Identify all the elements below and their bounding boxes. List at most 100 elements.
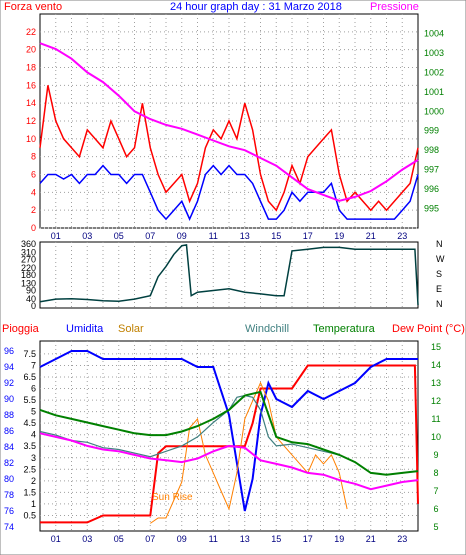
rain-tick-label: 3.5 bbox=[23, 441, 36, 451]
wind-tick-label: 18 bbox=[26, 63, 36, 73]
pressure-tick-label: 1001 bbox=[424, 87, 444, 97]
direction-tick-label: 40 bbox=[26, 294, 36, 304]
x-tick-label: 21 bbox=[366, 534, 376, 544]
rain-tick-label: 5 bbox=[31, 407, 36, 417]
direction-panel-grid bbox=[55, 242, 403, 308]
legend-humidity: Umidita bbox=[66, 323, 104, 335]
compass-label: S bbox=[436, 269, 442, 279]
x-tick-label: 05 bbox=[114, 534, 124, 544]
wind-tick-label: 0 bbox=[31, 223, 36, 233]
direction-tick-label: 360 bbox=[21, 239, 36, 249]
legend-windchill: Windchill bbox=[245, 323, 289, 335]
legend-temperature: Temperatura bbox=[313, 323, 376, 335]
rain-tick-label: 3 bbox=[31, 453, 36, 463]
humidity-tick-label: 86 bbox=[4, 426, 14, 436]
pressure-tick-label: 1004 bbox=[424, 28, 444, 38]
temp-tick-label: 12 bbox=[431, 396, 441, 406]
x-tick-label: 23 bbox=[397, 534, 407, 544]
temp-tick-label: 13 bbox=[431, 378, 441, 388]
humidity-tick-label: 80 bbox=[4, 474, 14, 484]
legend-solar: Solar bbox=[118, 323, 144, 335]
series-line bbox=[39, 244, 419, 306]
x-tick-label: 15 bbox=[271, 231, 281, 241]
direction-tick-label: 0 bbox=[31, 301, 36, 311]
pressure-axis-title: Pressione bbox=[370, 1, 419, 13]
temp-tick-label: 15 bbox=[431, 342, 441, 352]
x-tick-label: 13 bbox=[240, 534, 250, 544]
pressure-tick-label: 998 bbox=[424, 145, 439, 155]
x-tick-label: 23 bbox=[397, 231, 407, 241]
wind-panel-series bbox=[39, 42, 419, 221]
chart-title: 24 hour graph day : 31 Marzo 2018 bbox=[170, 1, 342, 13]
temp-tick-label: 10 bbox=[431, 432, 441, 442]
temp-tick-label: 6 bbox=[433, 504, 438, 514]
humidity-tick-label: 90 bbox=[4, 394, 14, 404]
x-tick-label: 19 bbox=[334, 231, 344, 241]
x-tick-label: 15 bbox=[271, 534, 281, 544]
direction-tick-label: 130 bbox=[21, 279, 36, 289]
compass-label: W bbox=[436, 254, 445, 264]
rain-tick-label: 1 bbox=[31, 499, 36, 509]
rain-tick-label: 7 bbox=[31, 360, 36, 370]
direction-panel-series bbox=[39, 244, 419, 306]
direction-tick-label: 270 bbox=[21, 255, 36, 265]
wind-tick-label: 12 bbox=[26, 116, 36, 126]
rain-tick-label: 1.5 bbox=[23, 487, 36, 497]
temp-tick-label: 9 bbox=[433, 450, 438, 460]
wind-tick-label: 10 bbox=[26, 134, 36, 144]
series-line bbox=[39, 390, 419, 476]
x-tick-label: 17 bbox=[303, 534, 313, 544]
temp-tick-label: 14 bbox=[431, 360, 441, 370]
compass-label: E bbox=[436, 284, 442, 294]
humidity-tick-label: 88 bbox=[4, 410, 14, 420]
series-line bbox=[39, 432, 419, 491]
temp-tick-label: 8 bbox=[433, 468, 438, 478]
x-tick-label: 03 bbox=[82, 231, 92, 241]
humidity-tick-label: 82 bbox=[4, 458, 14, 468]
x-tick-label: 21 bbox=[366, 231, 376, 241]
humidity-tick-label: 92 bbox=[4, 378, 14, 388]
series-line bbox=[39, 164, 419, 221]
humidity-tick-label: 84 bbox=[4, 442, 14, 452]
sun-rise-annotation: Sun Rise bbox=[152, 492, 193, 503]
pressure-tick-label: 999 bbox=[424, 126, 439, 136]
temp-tick-label: 7 bbox=[433, 486, 438, 496]
series-line bbox=[150, 381, 348, 524]
series-line bbox=[39, 394, 340, 458]
humidity-tick-label: 94 bbox=[4, 362, 14, 372]
wind-tick-label: 22 bbox=[26, 27, 36, 37]
rain-tick-label: 4.5 bbox=[23, 418, 36, 428]
pressure-tick-label: 995 bbox=[424, 204, 439, 214]
humidity-tick-label: 78 bbox=[4, 490, 14, 500]
rain-tick-label: 7.5 bbox=[23, 349, 36, 359]
series-line bbox=[40, 364, 419, 524]
x-tick-label: 01 bbox=[51, 534, 61, 544]
temp-tick-label: 11 bbox=[431, 414, 440, 424]
x-tick-label: 05 bbox=[114, 231, 124, 241]
rain-tick-label: 5.5 bbox=[23, 395, 36, 405]
humidity-tick-label: 96 bbox=[4, 346, 14, 356]
direction-tick-label: 220 bbox=[21, 263, 36, 273]
pressure-tick-label: 1000 bbox=[424, 106, 444, 116]
direction-tick-label: 310 bbox=[21, 248, 36, 258]
pressure-tick-label: 996 bbox=[424, 184, 439, 194]
wind-tick-label: 2 bbox=[31, 205, 36, 215]
x-tick-label: 09 bbox=[177, 534, 187, 544]
x-tick-label: 19 bbox=[334, 534, 344, 544]
wind-tick-label: 20 bbox=[26, 45, 36, 55]
series-line bbox=[39, 85, 419, 212]
x-tick-label: 07 bbox=[145, 231, 155, 241]
pressure-tick-label: 997 bbox=[424, 165, 439, 175]
x-tick-label: 11 bbox=[209, 534, 218, 544]
wind-tick-label: 6 bbox=[31, 170, 36, 180]
wind-tick-label: 4 bbox=[31, 187, 36, 197]
series-line bbox=[39, 350, 418, 512]
x-tick-label: 17 bbox=[303, 231, 313, 241]
series-line bbox=[39, 42, 419, 202]
direction-tick-label: 90 bbox=[26, 286, 36, 296]
x-tick-label: 09 bbox=[177, 231, 187, 241]
compass-label: N bbox=[436, 299, 443, 309]
humidity-tick-label: 76 bbox=[4, 506, 14, 516]
